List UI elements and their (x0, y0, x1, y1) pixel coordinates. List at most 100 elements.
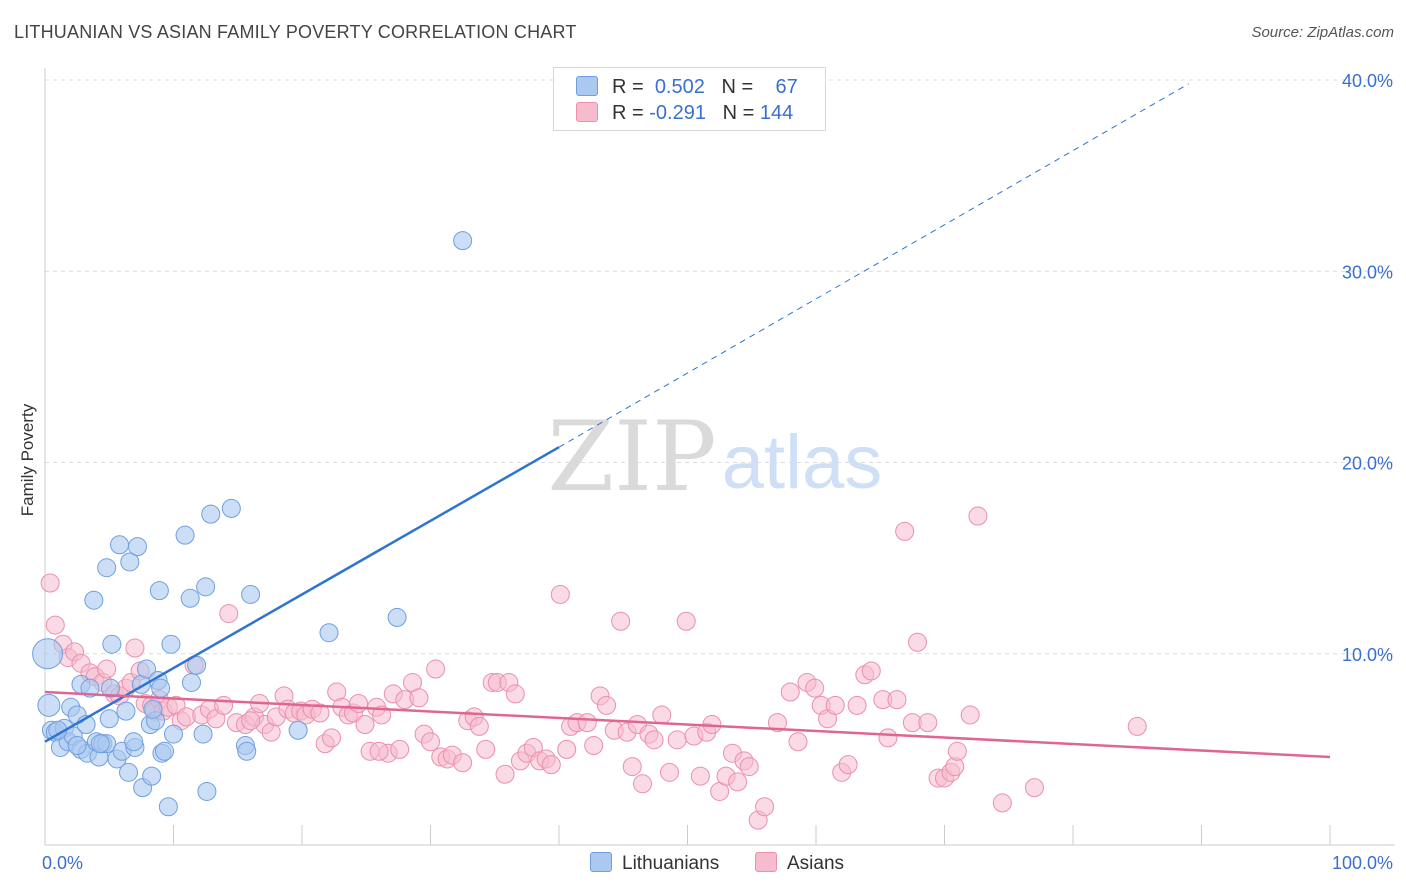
asian-point (805, 678, 825, 698)
asian-point (918, 713, 938, 733)
trend-lines (44, 83, 1331, 759)
r-value-lithuanians: 0.502 (654, 76, 705, 98)
asian-point (541, 755, 561, 775)
asian-point (1024, 778, 1044, 798)
lithuanian-point (181, 672, 201, 692)
lithuanian-point (110, 535, 130, 555)
x-tick-label-start: 0.0% (42, 853, 83, 873)
lithuanian-point (319, 623, 339, 643)
lithuanian-point (101, 678, 121, 698)
asian-point (960, 705, 980, 725)
lithuanian-trend-extension (558, 83, 1189, 448)
asian-point (767, 713, 787, 733)
asian-legend-swatch (755, 852, 777, 872)
asian-point (390, 739, 410, 759)
asian-point (409, 688, 429, 708)
asian-point (908, 632, 928, 652)
asian-point (728, 772, 748, 792)
asian-point (349, 693, 369, 713)
asian-legend-label: Asians (787, 853, 845, 874)
asian-point (895, 521, 915, 541)
asian-point (878, 728, 898, 748)
legend-row-asians: R = -0.291 N = 144 (576, 102, 793, 126)
lithuanian-swatch (576, 76, 598, 96)
asian-point (739, 757, 759, 777)
lithuanian-point (32, 638, 64, 670)
lithuanian-point (149, 581, 169, 601)
asian-point (622, 757, 642, 777)
asian-point (550, 584, 570, 604)
asian-point (597, 695, 617, 715)
lithuanian-point (124, 732, 144, 752)
asian-point (847, 695, 867, 715)
lithuanian-trend-line (44, 446, 560, 743)
asian-point (557, 739, 577, 759)
lithuanian-point (180, 588, 200, 608)
lithuanian-point (151, 678, 171, 698)
n-label: N = (722, 102, 755, 124)
asian-point (45, 615, 65, 635)
asian-point (426, 659, 446, 679)
lithuanian-point (102, 634, 122, 654)
r-value-asians: -0.291 (649, 102, 706, 124)
lithuanian-point (237, 741, 257, 761)
asian-point (825, 695, 845, 715)
lithuanian-point (67, 736, 87, 756)
asian-point (40, 573, 60, 593)
asian-point (644, 730, 664, 750)
asian-point (495, 764, 515, 784)
lithuanian-point (155, 741, 175, 761)
lithuanian-point (90, 734, 110, 754)
lithuanian-point (197, 781, 217, 801)
asian-point (476, 739, 496, 759)
lithuanian-point (196, 577, 216, 597)
asian-point (219, 604, 239, 624)
y-tick-label: 20.0% (1342, 454, 1393, 474)
lithuanian-point (241, 584, 261, 604)
lithuanian-point (37, 693, 61, 717)
lithuanian-point (161, 634, 181, 654)
lithuanian-legend-swatch (590, 852, 612, 872)
lithuanian-point (193, 724, 213, 744)
lithuanian-point (288, 720, 308, 740)
r-label: R = (612, 76, 644, 98)
asian-point (125, 638, 145, 658)
watermark: ZIP atlas (547, 401, 882, 513)
asian-point (611, 611, 631, 631)
asian-point (214, 695, 234, 715)
n-value-asians: 144 (759, 102, 794, 124)
lithuanian-point (84, 590, 104, 610)
asian-point (887, 690, 907, 710)
correlation-legend: R = 0.502 N = 67 R = -0.291 N = 144 (553, 67, 826, 131)
chart-title: LITHUANIAN VS ASIAN FAMILY POVERTY CORRE… (14, 22, 577, 42)
bottom-legend-asians: Asians (755, 852, 844, 875)
asian-point (241, 711, 261, 731)
lithuanian-point (453, 231, 473, 251)
lithuanian-point (201, 504, 221, 524)
lithuanian-point (164, 724, 183, 744)
asian-point (369, 741, 389, 761)
bottom-legend-lithuanians: Lithuanians (590, 852, 719, 875)
asian-trend-line (44, 690, 1331, 759)
asian-point (667, 730, 687, 750)
asian-point (421, 732, 440, 752)
asian-point (322, 728, 342, 748)
asian-point (633, 774, 653, 794)
watermark-atlas: atlas (722, 420, 883, 505)
gridlines (45, 79, 1395, 655)
asian-point (97, 659, 117, 679)
asian-swatch (576, 102, 598, 122)
asian-point (788, 732, 808, 752)
asian-point (453, 753, 473, 773)
asian-points (40, 506, 1147, 830)
lithuanian-point (175, 525, 195, 545)
y-tick-label: 10.0% (1342, 645, 1393, 665)
asian-point (676, 611, 696, 631)
lithuanian-point (137, 659, 157, 679)
lithuanian-point (116, 701, 136, 721)
lithuanian-point (143, 699, 163, 719)
n-value-lithuanians: 67 (775, 76, 798, 98)
asian-point (652, 705, 672, 725)
asian-point (505, 684, 525, 704)
